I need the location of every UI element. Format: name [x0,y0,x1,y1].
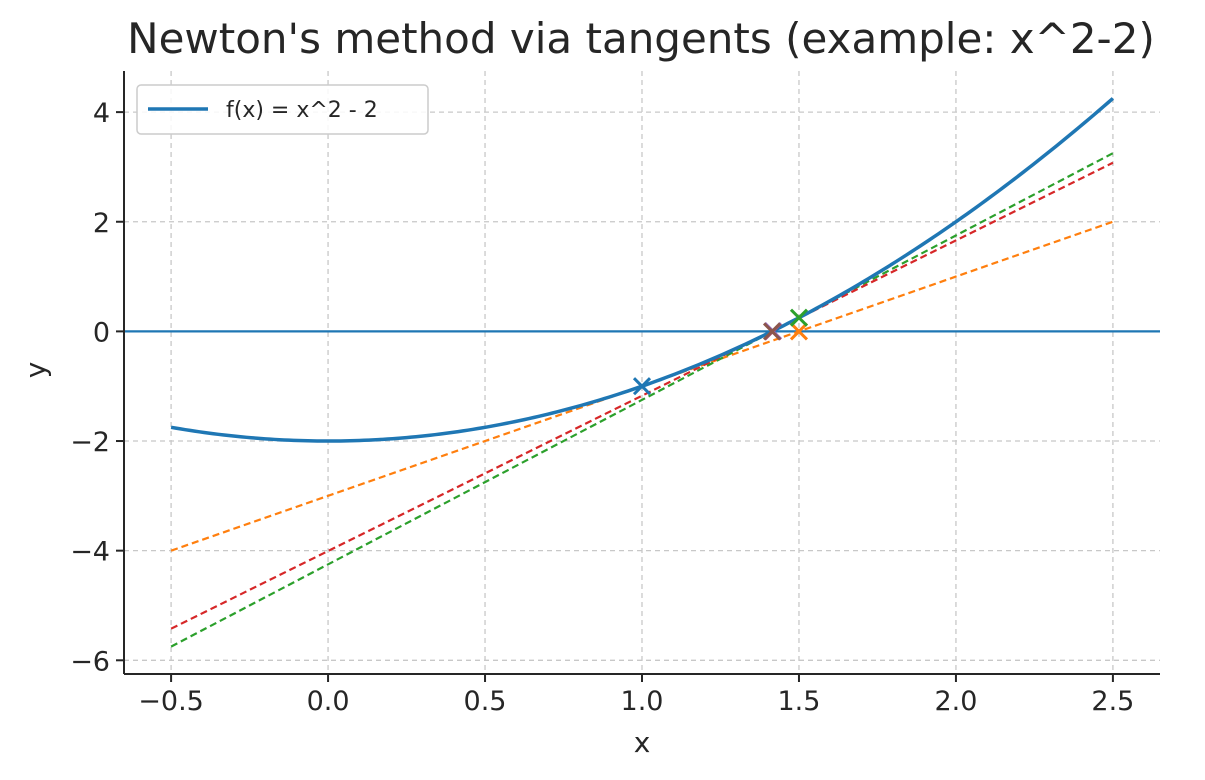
y-tick-label: −6 [70,646,110,677]
iterate-marker [632,377,652,396]
legend-box [136,84,429,135]
legend-label: f(x) = x^2 - 2 [226,98,378,123]
ticks: −0.5 0.0 0.5 1.0 1.5 2.0 2.5 −6 −4 −2 0 2 4 [70,98,1134,717]
y-tick-label: 4 [93,98,110,129]
x-tick-label: 1.0 [621,686,664,717]
iterate-marker [789,308,809,327]
plot-area [124,97,1160,648]
x-tick-label: 2.5 [1091,686,1134,717]
y-tick-label: −2 [70,427,110,458]
tangent-line [170,161,1114,630]
x-tick-label: 0.0 [307,686,350,717]
y-tick-label: 0 [93,317,110,348]
x-axis-label: x [634,726,651,759]
x-tick-label: 1.5 [777,686,820,717]
y-tick-label: 2 [93,208,110,239]
grid [124,71,1160,674]
y-axis-label: y [19,362,52,379]
x-tick-label: 2.0 [934,686,977,717]
y-tick-label: −4 [70,537,110,568]
x-tick-label: −0.5 [138,686,204,717]
axes [123,71,1160,675]
legend: f(x) = x^2 - 2 [136,84,429,135]
iterate-marker [762,322,782,341]
x-tick-label: 0.5 [464,686,507,717]
chart-title: Newton's method via tangents (example: x… [127,14,1155,63]
tangent-line [170,152,1114,648]
iterate-marker [789,322,809,341]
